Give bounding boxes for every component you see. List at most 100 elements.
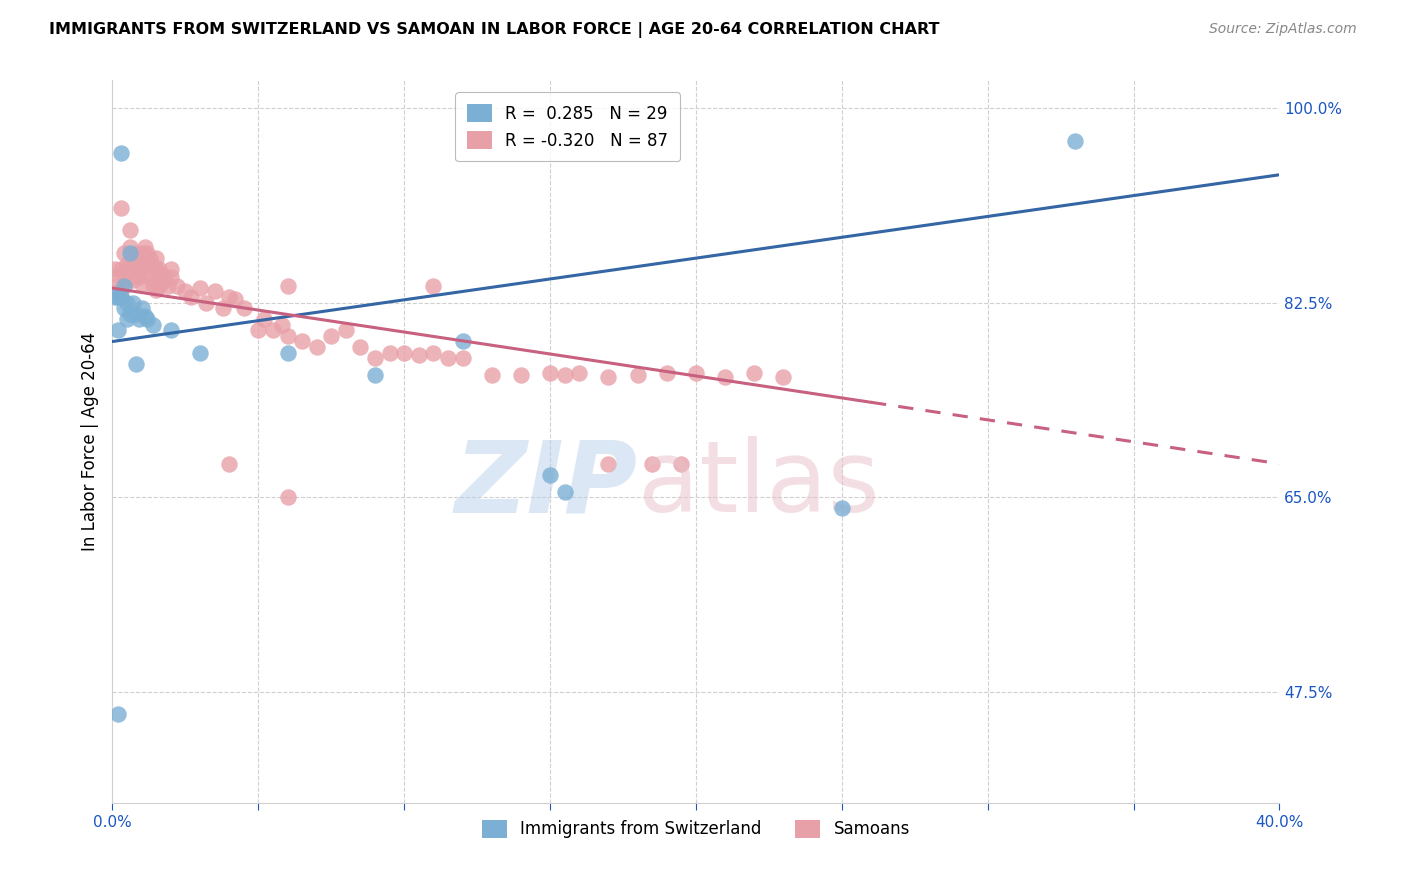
- Point: [125, 307, 148, 321]
- Point: [174, 285, 197, 299]
- Point: [115, 295, 138, 310]
- Point: [276, 279, 298, 293]
- Point: [180, 290, 202, 304]
- Point: [128, 270, 150, 285]
- Point: [110, 290, 132, 304]
- Point: [166, 279, 188, 293]
- Point: [150, 268, 173, 282]
- Point: [194, 295, 217, 310]
- Point: [142, 259, 165, 273]
- Point: [188, 345, 211, 359]
- Point: [598, 457, 620, 471]
- Point: [110, 145, 132, 160]
- Point: [145, 262, 167, 277]
- Point: [212, 301, 235, 315]
- Point: [156, 279, 179, 293]
- Text: Source: ZipAtlas.com: Source: ZipAtlas.com: [1209, 22, 1357, 37]
- Point: [110, 290, 132, 304]
- Point: [253, 312, 276, 326]
- Point: [598, 370, 620, 384]
- Point: [112, 279, 135, 293]
- Point: [641, 457, 664, 471]
- Point: [422, 279, 444, 293]
- Point: [112, 245, 135, 260]
- Point: [685, 366, 707, 380]
- Point: [188, 281, 211, 295]
- Point: [104, 262, 127, 277]
- Point: [122, 251, 145, 265]
- Point: [160, 270, 183, 285]
- Point: [742, 366, 765, 380]
- Point: [1064, 135, 1087, 149]
- Point: [538, 467, 561, 482]
- Point: [142, 279, 165, 293]
- Text: ZIP: ZIP: [454, 436, 638, 533]
- Point: [509, 368, 531, 382]
- Point: [671, 457, 693, 471]
- Point: [394, 345, 416, 359]
- Point: [118, 240, 141, 254]
- Point: [112, 268, 135, 282]
- Point: [136, 268, 159, 282]
- Point: [122, 295, 145, 310]
- Point: [148, 262, 170, 277]
- Point: [627, 368, 650, 382]
- Point: [110, 201, 132, 215]
- Point: [160, 323, 183, 337]
- Point: [218, 290, 240, 304]
- Point: [125, 262, 148, 277]
- Legend: Immigrants from Switzerland, Samoans: Immigrants from Switzerland, Samoans: [475, 813, 917, 845]
- Point: [247, 323, 270, 337]
- Point: [224, 292, 246, 306]
- Point: [305, 340, 328, 354]
- Point: [349, 340, 371, 354]
- Point: [568, 366, 591, 380]
- Point: [153, 273, 176, 287]
- Point: [554, 368, 576, 382]
- Point: [831, 501, 853, 516]
- Point: [118, 245, 141, 260]
- Point: [107, 290, 129, 304]
- Point: [538, 366, 561, 380]
- Point: [142, 318, 165, 332]
- Point: [437, 351, 460, 366]
- Point: [131, 301, 153, 315]
- Point: [451, 351, 474, 366]
- Point: [134, 259, 156, 273]
- Point: [232, 301, 254, 315]
- Point: [118, 259, 141, 273]
- Point: [125, 245, 148, 260]
- Point: [131, 257, 153, 271]
- Point: [276, 345, 298, 359]
- Point: [772, 370, 794, 384]
- Point: [104, 279, 127, 293]
- Y-axis label: In Labor Force | Age 20-64: In Labor Force | Age 20-64: [80, 332, 98, 551]
- Point: [145, 251, 167, 265]
- Point: [276, 490, 298, 504]
- Point: [139, 251, 162, 265]
- Point: [136, 312, 159, 326]
- Point: [115, 312, 138, 326]
- Point: [714, 370, 737, 384]
- Point: [134, 309, 156, 323]
- Point: [104, 290, 127, 304]
- Point: [125, 357, 148, 371]
- Point: [204, 285, 226, 299]
- Point: [107, 323, 129, 337]
- Point: [451, 334, 474, 349]
- Point: [148, 279, 170, 293]
- Point: [321, 329, 343, 343]
- Point: [118, 307, 141, 321]
- Point: [554, 484, 576, 499]
- Point: [364, 368, 387, 382]
- Point: [481, 368, 503, 382]
- Point: [276, 329, 298, 343]
- Point: [139, 270, 162, 285]
- Point: [136, 245, 159, 260]
- Point: [408, 348, 430, 362]
- Point: [115, 273, 138, 287]
- Point: [378, 345, 401, 359]
- Point: [131, 277, 153, 291]
- Point: [107, 285, 129, 299]
- Point: [270, 318, 292, 332]
